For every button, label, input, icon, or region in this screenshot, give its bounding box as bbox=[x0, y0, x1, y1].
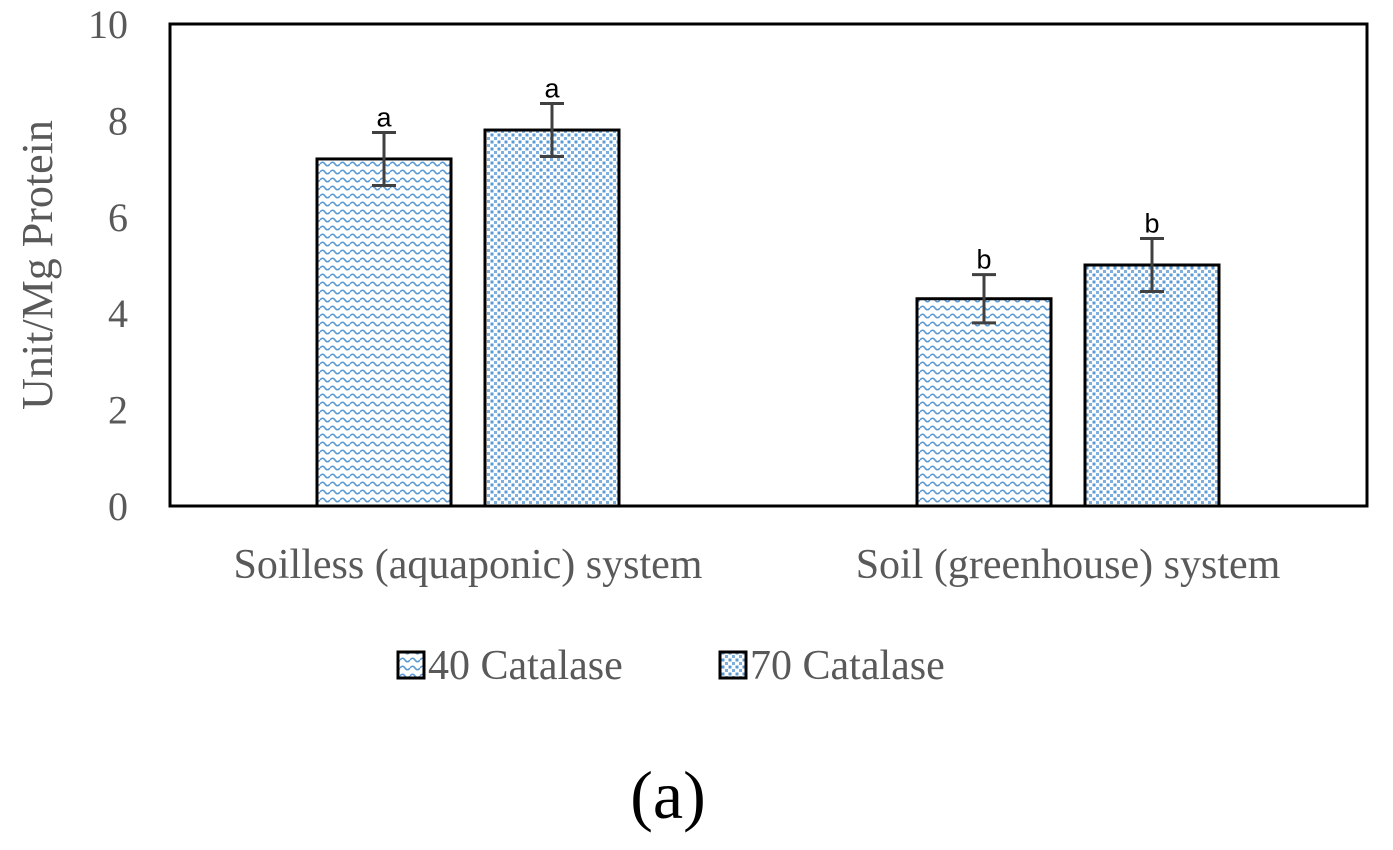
bar bbox=[1083, 263, 1221, 508]
y-axis-label: Unit/Mg Protein bbox=[13, 120, 62, 410]
bar bbox=[315, 157, 453, 508]
bar bbox=[483, 128, 621, 508]
error-bar bbox=[540, 102, 564, 159]
y-tick-label: 6 bbox=[108, 195, 128, 240]
error-bar bbox=[1140, 236, 1164, 294]
significance-label: a bbox=[376, 102, 392, 132]
legend-label: 40 Catalase bbox=[428, 643, 623, 689]
error-bar bbox=[972, 273, 996, 325]
panel-label: (a) bbox=[630, 757, 705, 833]
y-tick-label: 8 bbox=[108, 98, 128, 143]
legend-swatch bbox=[718, 650, 748, 680]
significance-label: b bbox=[1144, 208, 1159, 238]
category-label: Soilless (aquaponic) system bbox=[234, 542, 703, 588]
y-tick-label: 2 bbox=[108, 388, 128, 433]
bars bbox=[315, 128, 1221, 508]
legend-swatch bbox=[396, 650, 426, 680]
plot-frame bbox=[168, 22, 1369, 508]
legend: 40 Catalase 70 Catalase bbox=[396, 643, 945, 689]
y-tick-label: 10 bbox=[88, 2, 128, 47]
category-label: Soil (greenhouse) system bbox=[856, 542, 1281, 588]
y-tick-labels: 0 2 4 6 8 10 bbox=[88, 2, 128, 529]
error-bars bbox=[372, 102, 1164, 325]
category-labels: Soilless (aquaponic) system Soil (greenho… bbox=[234, 542, 1281, 588]
bar bbox=[915, 297, 1053, 508]
error-bar bbox=[372, 130, 396, 187]
legend-entry: 70 Catalase bbox=[718, 643, 945, 689]
y-tick-label: 0 bbox=[108, 484, 128, 529]
legend-entry: 40 Catalase bbox=[396, 643, 623, 689]
y-tick-label: 4 bbox=[108, 291, 128, 336]
significance-label: b bbox=[976, 245, 991, 275]
significance-labels: a a b b bbox=[376, 74, 1159, 275]
significance-label: a bbox=[544, 74, 560, 104]
legend-label: 70 Catalase bbox=[750, 643, 945, 689]
